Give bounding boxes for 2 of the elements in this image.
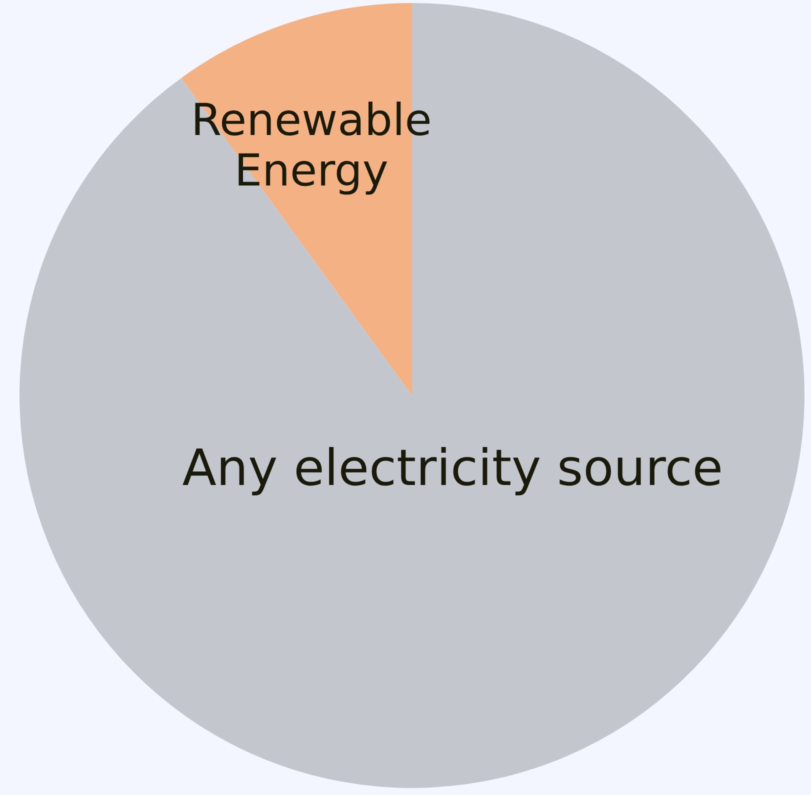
slice-label: Renewable Energy: [190, 94, 432, 197]
slice-label: Any electricity source: [182, 439, 724, 498]
